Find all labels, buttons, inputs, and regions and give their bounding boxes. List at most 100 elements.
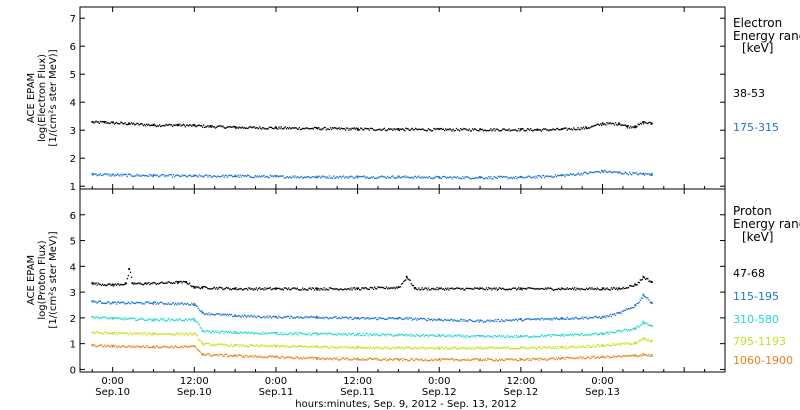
data-point [236, 288, 238, 291]
data-point [135, 319, 137, 321]
data-point [475, 287, 477, 289]
data-point [300, 316, 303, 319]
data-point [418, 358, 420, 361]
data-point [474, 348, 476, 350]
data-point [358, 332, 361, 335]
data-point [370, 176, 373, 178]
data-point [190, 284, 192, 287]
data-point [468, 128, 470, 130]
data-point [197, 176, 199, 178]
data-point [93, 173, 95, 175]
data-point [642, 275, 645, 278]
xtick-time-label: 12:00 [343, 376, 372, 387]
data-point [93, 343, 95, 346]
data-point [584, 317, 587, 319]
data-point [421, 347, 423, 349]
data-point [569, 318, 572, 320]
data-point [645, 296, 647, 298]
data-point [125, 346, 127, 348]
data-point [371, 127, 374, 130]
data-point [426, 177, 429, 179]
data-point [512, 359, 515, 361]
data-point [147, 333, 149, 336]
data-point [118, 301, 120, 303]
data-point [224, 127, 226, 130]
data-point [401, 282, 404, 284]
data-point [182, 346, 184, 349]
data-point [186, 124, 189, 126]
data-point [291, 316, 293, 318]
data-point [570, 128, 573, 130]
data-point [549, 345, 551, 348]
data-point [100, 174, 103, 176]
data-point [366, 288, 368, 290]
data-point [266, 128, 268, 130]
data-point [408, 129, 410, 131]
data-point [493, 320, 495, 322]
data-point [266, 357, 268, 359]
data-point [275, 126, 277, 129]
data-point [398, 334, 401, 336]
data-point [98, 300, 100, 302]
data-point [221, 313, 223, 316]
data-point [417, 347, 419, 349]
data-point [461, 359, 463, 362]
data-point [496, 319, 498, 321]
data-point [631, 127, 633, 129]
data-point [537, 287, 539, 290]
data-point [571, 333, 574, 336]
data-point [143, 123, 146, 126]
data-point [115, 346, 118, 348]
data-point [450, 129, 452, 131]
data-point [567, 347, 569, 349]
data-point [521, 320, 523, 322]
data-point [308, 332, 310, 334]
data-point [97, 331, 99, 334]
data-point [443, 130, 446, 132]
data-point [295, 177, 297, 179]
xtick-date-label: Sep.11 [340, 387, 375, 398]
data-point [132, 317, 134, 320]
data-point [272, 315, 275, 317]
data-point [125, 174, 127, 176]
data-point [229, 126, 232, 128]
data-point [489, 288, 491, 290]
data-point [493, 287, 495, 289]
data-point [608, 122, 610, 124]
data-point [452, 176, 454, 179]
data-point [238, 354, 240, 356]
data-point [323, 287, 325, 289]
data-point [331, 333, 333, 335]
data-point [568, 357, 571, 359]
data-point [485, 130, 488, 132]
data-point [290, 346, 292, 349]
data-point [180, 125, 182, 127]
data-point [150, 174, 152, 176]
data-point [289, 289, 291, 291]
data-point [464, 335, 466, 337]
data-point [542, 128, 545, 130]
data-point [523, 347, 525, 349]
data-point [134, 317, 136, 320]
data-point [496, 347, 498, 349]
data-point [489, 321, 491, 323]
data-point [213, 332, 216, 334]
data-point [596, 356, 598, 358]
data-point [290, 332, 292, 334]
data-point [172, 124, 175, 126]
data-point [314, 176, 317, 179]
data-point [307, 357, 309, 360]
data-point [294, 345, 296, 347]
data-point [512, 319, 515, 321]
data-point [141, 318, 144, 320]
data-point [156, 125, 159, 127]
data-point [543, 357, 546, 360]
data-point [265, 356, 267, 358]
data-point [633, 126, 635, 128]
data-point [269, 174, 272, 177]
data-point [418, 287, 420, 289]
data-point [595, 170, 597, 173]
data-point [479, 177, 481, 179]
data-point [346, 334, 348, 336]
data-point [260, 344, 262, 346]
